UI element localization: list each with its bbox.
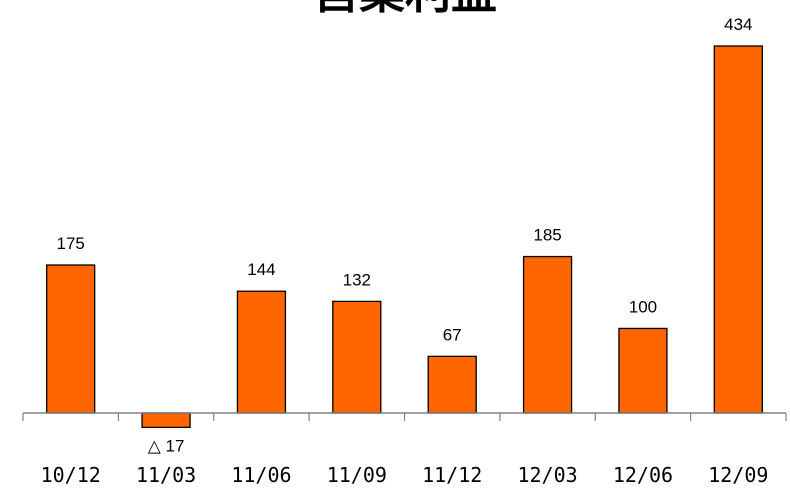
data-labels-group: 175 △ 17 144 132 67 185 100 434 (57, 15, 753, 455)
x-tick-label: 12/09 (708, 463, 768, 487)
bar-11-06 (236, 290, 287, 414)
x-tick-label: 11/03 (136, 463, 196, 487)
bar-11-03 (141, 412, 191, 429)
data-label: 67 (443, 325, 462, 344)
data-label: 185 (533, 226, 561, 245)
data-label: 132 (343, 270, 371, 289)
x-tick-label: 10/12 (41, 463, 101, 487)
bar-11-09 (332, 300, 382, 414)
bar-12-09 (713, 45, 763, 414)
x-tick-labels-group: 10/12 11/03 11/06 11/09 11/12 12/03 12/06 12/09 (41, 463, 769, 487)
data-label: △ 17 (148, 436, 185, 455)
bar-10-12 (46, 264, 96, 414)
x-tick-label: 11/06 (231, 463, 291, 487)
data-label: 175 (57, 234, 85, 253)
bar-12-03 (522, 255, 573, 414)
data-label: 434 (724, 15, 752, 34)
x-tick-label: 11/12 (422, 463, 482, 487)
x-tick-label: 11/09 (327, 463, 387, 487)
x-axis (22, 412, 787, 421)
data-label: 144 (247, 260, 275, 279)
x-tick-label: 12/06 (613, 463, 673, 487)
chart-title: 営業利益 (313, 0, 497, 19)
bars-group (46, 45, 763, 429)
data-label: 100 (629, 297, 657, 316)
x-tick-label: 12/03 (517, 463, 577, 487)
bar-12-06 (618, 327, 668, 414)
bar-11-12 (427, 355, 477, 414)
